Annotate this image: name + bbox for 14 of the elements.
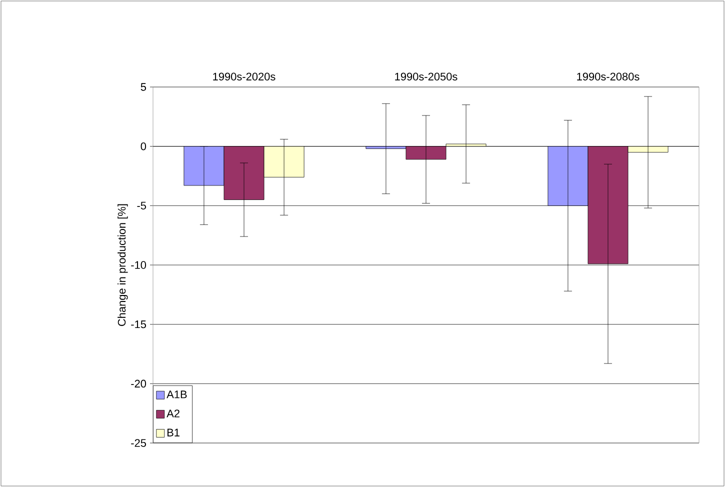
y-tick-label: -25 [131, 439, 146, 447]
y-tick-label: -5 [137, 202, 146, 210]
y-axis-title: Change in production [%] [118, 204, 128, 326]
x-tick-label: 1990s-2020s [213, 72, 276, 80]
y-tick-label: -10 [131, 261, 146, 269]
x-tick-label: 1990s-2080s [577, 72, 640, 80]
y-tick-label: 0 [140, 142, 146, 150]
y-tick-label: -15 [131, 320, 146, 328]
y-tick-label: -20 [131, 380, 146, 388]
y-tick-label: 5 [140, 83, 146, 91]
legend-label: A1B [166, 390, 187, 398]
legend-label: A2 [166, 410, 180, 418]
x-tick-label: 1990s-2050s [395, 72, 458, 80]
legend-label: B1 [168, 428, 180, 436]
